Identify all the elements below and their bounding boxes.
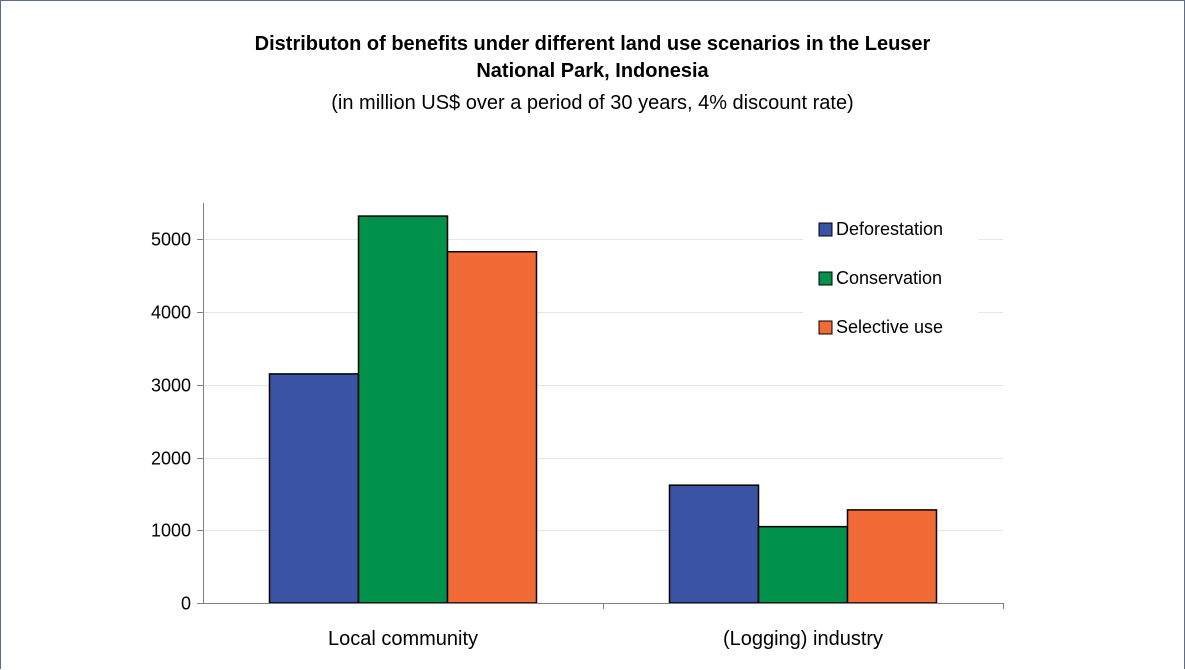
- y-tick-label: 3000: [151, 376, 191, 396]
- y-tick-label: 5000: [151, 230, 191, 250]
- legend: Deforestation Conservation Selective use: [803, 210, 978, 345]
- y-tick-label: 4000: [151, 303, 191, 323]
- x-category-label: Local community: [328, 628, 478, 650]
- bar-conservation-2: [757, 525, 849, 604]
- legend-swatch: [818, 222, 833, 237]
- y-tick-label: 0: [181, 594, 191, 614]
- chart-subtitle: (in million US$ over a period of 30 year…: [331, 92, 854, 114]
- chart-title-line-1: Distributon of benefits under different …: [254, 33, 931, 55]
- x-category-label: (Logging) industry: [723, 628, 883, 650]
- legend-swatch: [818, 271, 833, 286]
- chart-title-line-2: National Park, Indonesia: [476, 60, 709, 82]
- legend-swatch: [818, 320, 833, 335]
- y-tick-label: 2000: [151, 449, 191, 469]
- y-tick-label: 1000: [151, 521, 191, 541]
- legend-label: Selective use: [836, 317, 943, 337]
- legend-label: Deforestation: [836, 219, 943, 239]
- legend-label: Conservation: [836, 268, 942, 288]
- bar-selective-use-2: [846, 509, 938, 604]
- axes: 0 1000 2000 3000 4000 5000 Local community (Log…: [151, 203, 1004, 650]
- bar-deforestation-2: [668, 484, 760, 604]
- bar-selective-use-1: [446, 250, 538, 604]
- bar-conservation-1: [357, 215, 449, 604]
- bar-deforestation-1: [268, 373, 360, 604]
- bars: [268, 215, 938, 604]
